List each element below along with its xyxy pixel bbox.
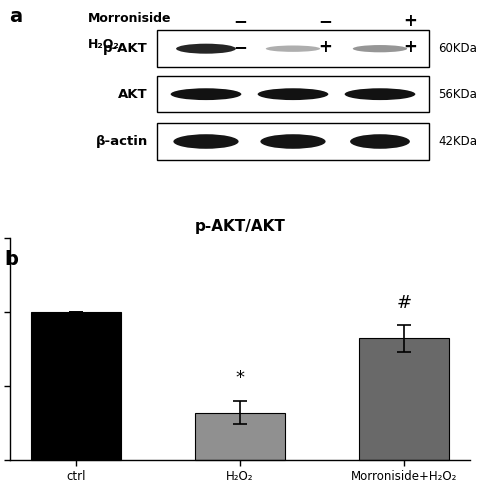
Bar	[157, 124, 429, 160]
Ellipse shape	[266, 46, 320, 52]
Ellipse shape	[173, 134, 239, 149]
Title: p-AKT/AKT: p-AKT/AKT	[194, 218, 286, 234]
Text: −: −	[318, 12, 332, 30]
Text: 56KDa: 56KDa	[438, 88, 477, 101]
Text: 60KDa: 60KDa	[438, 42, 477, 55]
Ellipse shape	[171, 88, 241, 100]
Text: Morroniside: Morroniside	[88, 12, 171, 26]
Text: +: +	[318, 38, 332, 56]
Bar	[31, 312, 121, 460]
Text: −: −	[233, 12, 247, 30]
Ellipse shape	[350, 134, 410, 149]
Ellipse shape	[258, 88, 328, 100]
Text: H₂O₂: H₂O₂	[88, 38, 120, 51]
Text: 42KDa: 42KDa	[438, 135, 477, 148]
Text: AKT: AKT	[118, 88, 148, 101]
Ellipse shape	[260, 134, 325, 149]
Text: a: a	[10, 7, 23, 26]
Ellipse shape	[176, 44, 236, 54]
Text: #: #	[396, 294, 412, 312]
Ellipse shape	[345, 88, 415, 100]
Text: β-actin: β-actin	[96, 135, 148, 148]
Bar	[359, 338, 449, 460]
Text: −: −	[233, 38, 247, 56]
Ellipse shape	[353, 45, 407, 52]
Bar	[157, 30, 429, 67]
Bar	[157, 76, 429, 112]
Text: *: *	[236, 370, 244, 388]
Bar	[195, 412, 285, 460]
Text: p-AKT: p-AKT	[103, 42, 148, 55]
Text: b: b	[5, 250, 19, 269]
Text: +: +	[404, 38, 418, 56]
Text: +: +	[404, 12, 418, 30]
